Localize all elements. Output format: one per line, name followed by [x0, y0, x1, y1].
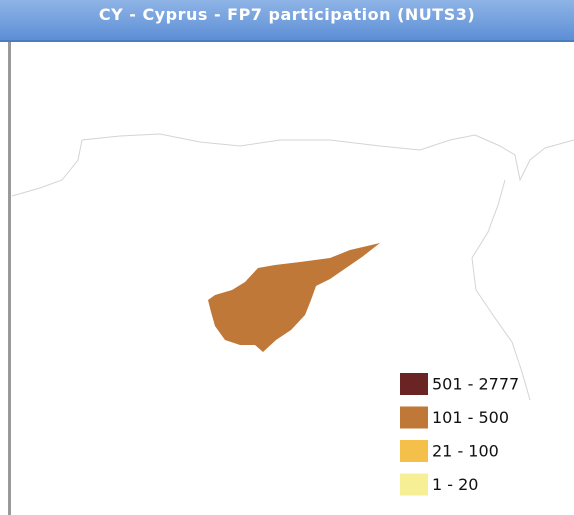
title-bar: CY - Cyprus - FP7 participation (NUTS3): [0, 0, 574, 42]
legend-label: 101 - 500: [432, 408, 509, 427]
legend-label: 501 - 2777: [432, 375, 519, 394]
legend-swatch: [400, 406, 428, 429]
legend-swatch: [400, 473, 428, 496]
cyprus-region: [208, 243, 380, 352]
coastline: [471, 179, 531, 401]
legend-swatch: [400, 373, 428, 395]
legend-swatch: [400, 440, 428, 462]
legend-label: 21 - 100: [432, 442, 499, 461]
legend-label: 1 - 20: [432, 475, 478, 494]
left-border: [8, 42, 11, 515]
coastline: [11, 133, 574, 197]
